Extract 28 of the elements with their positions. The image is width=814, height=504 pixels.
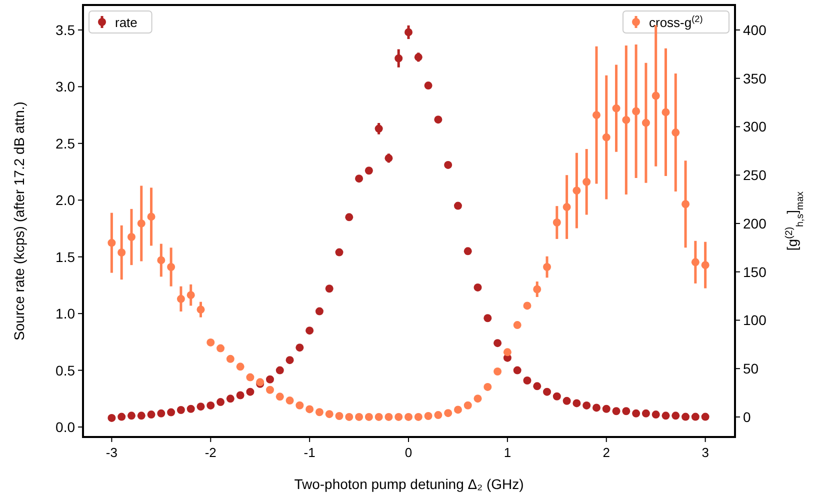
legend-label: cross-g$^{(2)}$ [649,14,703,30]
y-tick-label: 1.5 [56,248,76,265]
x-tick-label: 2 [602,445,610,460]
y2-tick-label: 150 [743,264,767,280]
x-tick-label: 3 [702,445,709,460]
y2-tick-label: 200 [743,215,767,232]
y-axis-title: Source rate (kcps) (after 17.2 dB attn.) [11,102,27,340]
y2-tick-label: 350 [743,70,767,86]
y2-tick-label: 400 [743,22,767,38]
x-tick-label: -2 [204,445,216,460]
y-tick-label: 0.5 [56,362,76,378]
x-tick-label: -1 [304,445,316,460]
y-tick-label: 3.5 [56,22,76,38]
y2-tick-label: 0 [743,408,751,425]
x-tick-label: 0 [404,445,412,460]
y2-tick-label: 250 [743,167,767,184]
legend-label: rate [115,15,138,30]
y-tick-label: 1.0 [56,306,76,322]
y2-tick-label: 50 [743,360,759,377]
y-tick-label: 2.5 [56,135,76,152]
y2-tick-label: 300 [743,118,767,135]
y-tick-label: 3.0 [56,78,76,95]
y2-tick-label: 100 [743,312,767,328]
x-axis-title: Two-photon pump detuning Δ₂ (GHz) [294,476,524,492]
x-tick-label: -3 [106,445,118,460]
y-tick-label: 2.0 [56,192,76,208]
y-tick-label: 0.0 [56,419,76,436]
x-tick-label: 1 [504,445,512,460]
